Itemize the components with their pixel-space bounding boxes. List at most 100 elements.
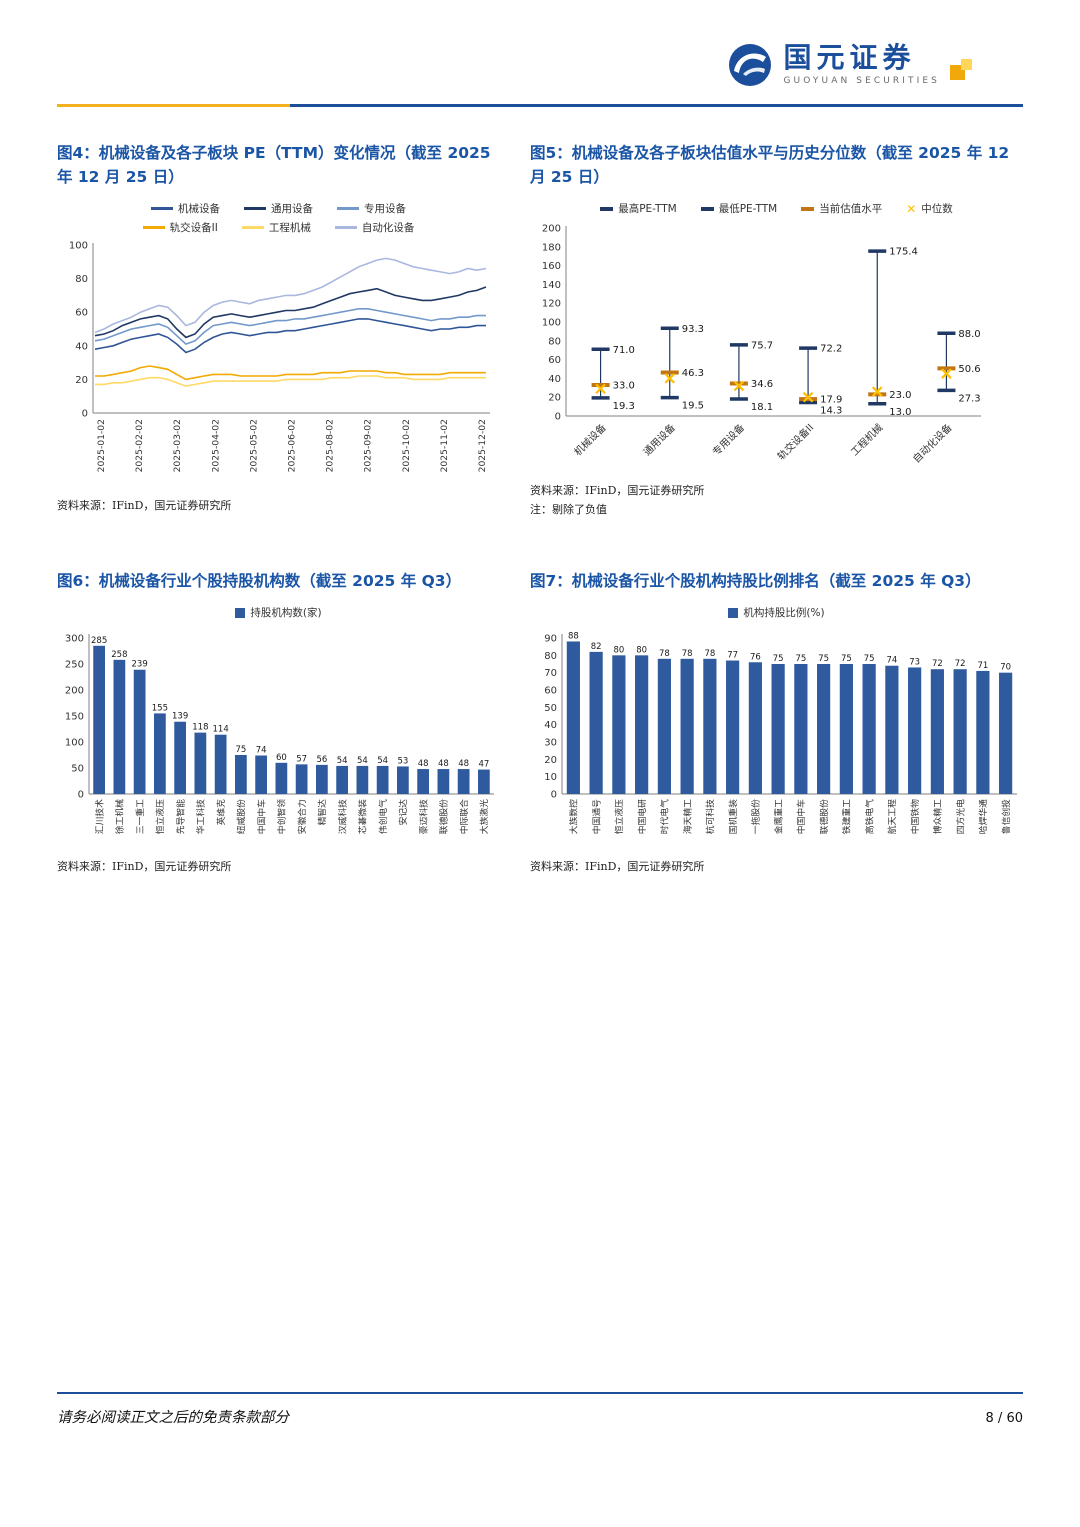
svg-text:30: 30 xyxy=(544,738,557,749)
svg-text:54: 54 xyxy=(337,756,348,766)
figure-5-source: 资料来源：IFinD，国元证券研究所 xyxy=(530,484,705,498)
svg-text:74: 74 xyxy=(886,656,897,666)
svg-text:汇川技术: 汇川技术 xyxy=(93,799,105,834)
svg-text:2025-08-02: 2025-08-02 xyxy=(325,419,336,472)
svg-text:88.0: 88.0 xyxy=(958,329,980,340)
figure-6-source: 资料来源：IFinD，国元证券研究所 xyxy=(57,860,232,874)
svg-text:82: 82 xyxy=(591,642,602,652)
svg-text:联德股份: 联德股份 xyxy=(818,799,830,834)
svg-text:80: 80 xyxy=(636,645,647,655)
svg-text:铁建重工: 铁建重工 xyxy=(841,799,853,834)
svg-text:恒立液压: 恒立液压 xyxy=(613,799,625,834)
svg-text:50: 50 xyxy=(544,703,557,714)
svg-text:93.3: 93.3 xyxy=(682,324,704,335)
svg-text:90: 90 xyxy=(544,634,557,645)
svg-text:100: 100 xyxy=(69,241,88,252)
svg-text:75: 75 xyxy=(841,654,852,664)
svg-text:安记达: 安记达 xyxy=(397,799,409,826)
svg-text:75.7: 75.7 xyxy=(751,340,773,351)
svg-text:中国中车: 中国中车 xyxy=(255,799,267,834)
figure-7-title: 图7：机械设备行业个股机构持股比例排名（截至 2025 年 Q3） xyxy=(530,572,981,591)
svg-text:80: 80 xyxy=(613,645,624,655)
svg-text:54: 54 xyxy=(357,756,368,766)
svg-text:国机重装: 国机重装 xyxy=(727,799,739,834)
brand-name-block: 国元证券 GUOYUAN SECURITIES xyxy=(783,41,940,87)
svg-text:88: 88 xyxy=(568,632,579,642)
svg-text:大族数控: 大族数控 xyxy=(568,799,580,834)
svg-text:27.3: 27.3 xyxy=(958,393,980,404)
svg-text:40: 40 xyxy=(548,374,561,385)
svg-text:180: 180 xyxy=(542,242,561,253)
brand-name-en: GUOYUAN SECURITIES xyxy=(783,75,940,86)
brand-name: 国元证券 xyxy=(783,41,916,75)
svg-text:47: 47 xyxy=(478,760,489,770)
svg-text:150: 150 xyxy=(65,712,84,723)
holding-ratio-bar-chart: 0 10 20 30 40 50 60 70 80 90 88 大族数控 82 中国通号 80 恒立液压 80 中… xyxy=(530,622,1023,850)
figure-5-legend: 最高PE-TTM 最低PE-TTM 当前估值水平 ✕ 中位数 xyxy=(530,201,1023,216)
figure-5: 图5：机械设备及各子板块估值水平与历史分位数（截至 2025 年 12 月 25… xyxy=(530,141,1023,517)
svg-text:时代电气: 时代电气 xyxy=(659,799,671,834)
svg-text:75: 75 xyxy=(773,654,784,664)
svg-text:安徽合力: 安徽合力 xyxy=(296,799,308,834)
svg-text:73: 73 xyxy=(909,658,920,668)
svg-text:中国中车: 中国中车 xyxy=(795,799,807,834)
svg-text:40: 40 xyxy=(544,720,557,731)
svg-text:0: 0 xyxy=(78,790,84,801)
figure-5-note: 注：剔除了负值 xyxy=(530,503,607,517)
svg-text:77: 77 xyxy=(727,651,738,661)
svg-text:先导智能: 先导智能 xyxy=(174,799,186,834)
svg-text:75: 75 xyxy=(818,654,829,664)
svg-text:19.5: 19.5 xyxy=(682,401,704,412)
svg-text:33.0: 33.0 xyxy=(613,381,635,392)
svg-text:精智达: 精智达 xyxy=(316,799,328,826)
figure-4: 图4：机械设备及各子板块 PE（TTM）变化情况（截至 2025 年 12 月 … xyxy=(57,141,500,517)
svg-text:轨交设备II: 轨交设备II xyxy=(775,421,817,463)
svg-text:0: 0 xyxy=(82,409,88,420)
svg-text:中际联合: 中际联合 xyxy=(458,799,470,834)
svg-text:155: 155 xyxy=(152,703,168,713)
svg-text:23.0: 23.0 xyxy=(889,390,911,401)
svg-text:48: 48 xyxy=(418,759,429,769)
svg-text:71.0: 71.0 xyxy=(613,345,635,356)
svg-text:72.2: 72.2 xyxy=(820,344,842,355)
svg-text:56: 56 xyxy=(316,755,327,765)
svg-text:285: 285 xyxy=(91,636,107,646)
svg-text:46.3: 46.3 xyxy=(682,368,704,379)
svg-text:恒立液压: 恒立液压 xyxy=(154,799,166,834)
figure-4-legend: 机械设备 通用设备 专用设备 轨交设备II 工程机械 自动化设备 xyxy=(57,201,500,235)
svg-text:哈焊华通: 哈焊华通 xyxy=(977,799,989,834)
svg-text:114: 114 xyxy=(213,725,229,735)
svg-text:2025-02-02: 2025-02-02 xyxy=(134,419,145,472)
svg-text:78: 78 xyxy=(704,649,715,659)
svg-text:伟创电气: 伟创电气 xyxy=(377,799,389,834)
svg-text:中国通号: 中国通号 xyxy=(590,799,602,834)
svg-text:0: 0 xyxy=(555,412,561,423)
valuation-range-chart: 0 20 40 60 80 100 120 140 160 180 200 71.0 33.0 19.3 机… xyxy=(530,218,1023,474)
svg-text:通用设备: 通用设备 xyxy=(640,421,677,458)
header-divider-gold xyxy=(57,104,290,107)
svg-text:75: 75 xyxy=(795,654,806,664)
svg-text:自动化设备: 自动化设备 xyxy=(910,421,955,466)
brand-squares-icon xyxy=(950,48,980,82)
svg-text:中创智领: 中创智领 xyxy=(276,799,288,834)
svg-text:78: 78 xyxy=(682,649,693,659)
figure-7-source: 资料来源：IFinD，国元证券研究所 xyxy=(530,860,705,874)
svg-text:芯碁微装: 芯碁微装 xyxy=(357,799,369,834)
page-footer: 请务必阅读正文之后的免责条款部分 8 / 60 xyxy=(57,1392,1023,1427)
svg-text:74: 74 xyxy=(256,746,267,756)
svg-text:博众精工: 博众精工 xyxy=(932,799,944,834)
svg-text:中国铁物: 中国铁物 xyxy=(909,799,921,834)
svg-text:50.6: 50.6 xyxy=(958,364,980,375)
svg-text:20: 20 xyxy=(544,755,557,766)
svg-text:20: 20 xyxy=(548,393,561,404)
svg-text:2025-03-02: 2025-03-02 xyxy=(172,419,183,472)
svg-text:2025-12-02: 2025-12-02 xyxy=(477,419,488,472)
svg-text:60: 60 xyxy=(548,355,561,366)
svg-text:英维克: 英维克 xyxy=(215,799,227,826)
svg-text:48: 48 xyxy=(458,759,469,769)
svg-text:2025-11-02: 2025-11-02 xyxy=(439,419,450,472)
figure-6: 图6：机械设备行业个股持股机构数（截至 2025 年 Q3） 持股机构数(家) … xyxy=(57,569,500,874)
svg-text:200: 200 xyxy=(542,224,561,235)
svg-text:75: 75 xyxy=(864,654,875,664)
